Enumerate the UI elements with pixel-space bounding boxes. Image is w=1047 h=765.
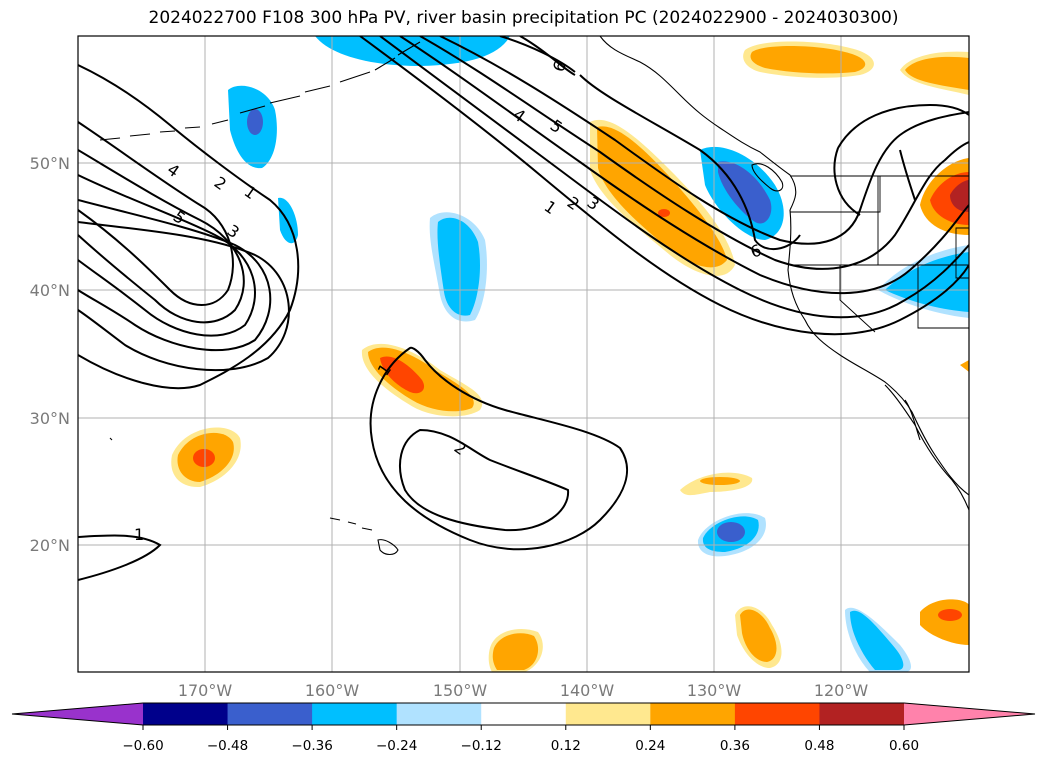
colorbar-segment <box>650 703 736 725</box>
colorbar-segment <box>734 703 820 725</box>
colorbar-segment <box>227 703 313 725</box>
pv-contour-line <box>419 36 969 270</box>
colorbar-segment <box>396 703 482 725</box>
pv-contour-line <box>519 36 576 76</box>
state-border <box>790 176 881 213</box>
lon-tick-label: 120°W <box>814 681 869 700</box>
pv-contour-line <box>78 199 272 352</box>
lat-tick-label: 30°N <box>30 409 70 428</box>
colorbar-tick-label: 0.60 <box>889 738 919 754</box>
colorbar-tick-label: 0.24 <box>635 738 665 754</box>
precip-core-positive <box>700 477 740 485</box>
lon-tick-label: 160°W <box>305 681 360 700</box>
aleutian-islands-coast <box>99 41 421 141</box>
lat-tick-label: 50°N <box>30 154 70 173</box>
chart-title: 2024022700 F108 300 hPa PV, river basin … <box>148 8 899 28</box>
us-west-coast <box>787 209 969 496</box>
bc-coast <box>599 36 797 211</box>
precip-core-negative <box>717 522 745 542</box>
precip-blob-negative <box>850 610 904 670</box>
lon-tick-label: 130°W <box>687 681 742 700</box>
longitude-labels: 170°W 160°W 150°W 140°W 130°W 120°W <box>178 681 869 700</box>
precip-blob-positive <box>740 609 777 662</box>
colorbar-segment <box>481 703 567 725</box>
colorbar-segment <box>143 703 229 725</box>
gridlines <box>78 36 969 672</box>
pv-contour-line <box>899 149 916 201</box>
pv-contour-line <box>833 103 969 216</box>
pv-contours <box>78 36 969 581</box>
colorbar-extend-min <box>12 703 143 725</box>
precip-core-negative <box>718 161 772 224</box>
latitude-labels: 20°N 30°N 40°N 50°N <box>30 154 70 555</box>
colorbar-tick-label: −0.60 <box>122 738 163 754</box>
state-border <box>955 227 969 279</box>
precip-blob-positive <box>492 633 539 670</box>
contour-label: 1 <box>134 525 144 544</box>
precip-blob-negative <box>315 36 510 66</box>
vancouver-island-coast <box>751 163 784 192</box>
colorbar-tick-label: 0.36 <box>720 738 750 754</box>
precip-blob-positive <box>597 126 727 268</box>
pv-contour-line <box>439 36 969 245</box>
hawaii-islands-coast <box>329 517 399 556</box>
precip-core-positive <box>658 209 670 217</box>
pv-contour-line <box>399 428 570 532</box>
precipitation-shading <box>171 36 969 672</box>
pv-contour-line <box>369 346 629 551</box>
map-area <box>78 36 969 672</box>
state-border <box>839 265 876 333</box>
lon-tick-label: 150°W <box>433 681 488 700</box>
coastlines <box>99 36 969 556</box>
precip-blob-negative <box>437 217 481 316</box>
pv-contour-line <box>78 121 234 306</box>
precip-core-positive <box>950 180 969 212</box>
lat-tick-label: 20°N <box>30 536 70 555</box>
precip-blob-positive <box>750 45 866 74</box>
lon-tick-label: 170°W <box>178 681 233 700</box>
pv-contour-line <box>499 36 801 250</box>
lon-tick-label: 140°W <box>560 681 615 700</box>
colorbar-tick-label: 0.48 <box>804 738 834 754</box>
colorbar-tick-label: −0.48 <box>207 738 248 754</box>
pv-contour-line <box>379 36 969 319</box>
precip-core-positive <box>938 609 962 621</box>
pv-contour-line <box>78 149 245 324</box>
precip-core-positive <box>193 449 215 467</box>
small-island-coast <box>109 437 113 441</box>
pv-contour-line <box>78 221 290 372</box>
colorbar: −0.60 −0.48 −0.36 −0.24 −0.12 0.12 0.24 0.36 0.4… <box>11 702 1036 754</box>
map-frame <box>77 35 970 673</box>
colorbar-tick-label: −0.24 <box>376 738 417 754</box>
colorbar-extend-max <box>904 703 1035 725</box>
pv-contour-line <box>78 64 300 390</box>
colorbar-tick-label: −0.12 <box>461 738 502 754</box>
precip-blob-positive <box>905 56 969 90</box>
colorbar-segment <box>819 703 905 725</box>
state-border <box>917 265 969 329</box>
pv-contour-line <box>359 36 969 336</box>
baja-coast <box>884 384 969 511</box>
lat-tick-label: 40°N <box>30 281 70 300</box>
political-borders <box>790 175 969 333</box>
colorbar-tick-label: 0.12 <box>551 738 581 754</box>
pv-contour-line <box>78 174 256 337</box>
colorbar-tick-label: −0.36 <box>291 738 332 754</box>
precip-blob-positive <box>960 360 969 372</box>
colorbar-segment <box>312 703 398 725</box>
pv-contour-line <box>399 36 969 295</box>
precip-core-negative <box>247 109 263 135</box>
pv-contour-line <box>78 534 162 581</box>
colorbar-segment <box>565 703 651 725</box>
